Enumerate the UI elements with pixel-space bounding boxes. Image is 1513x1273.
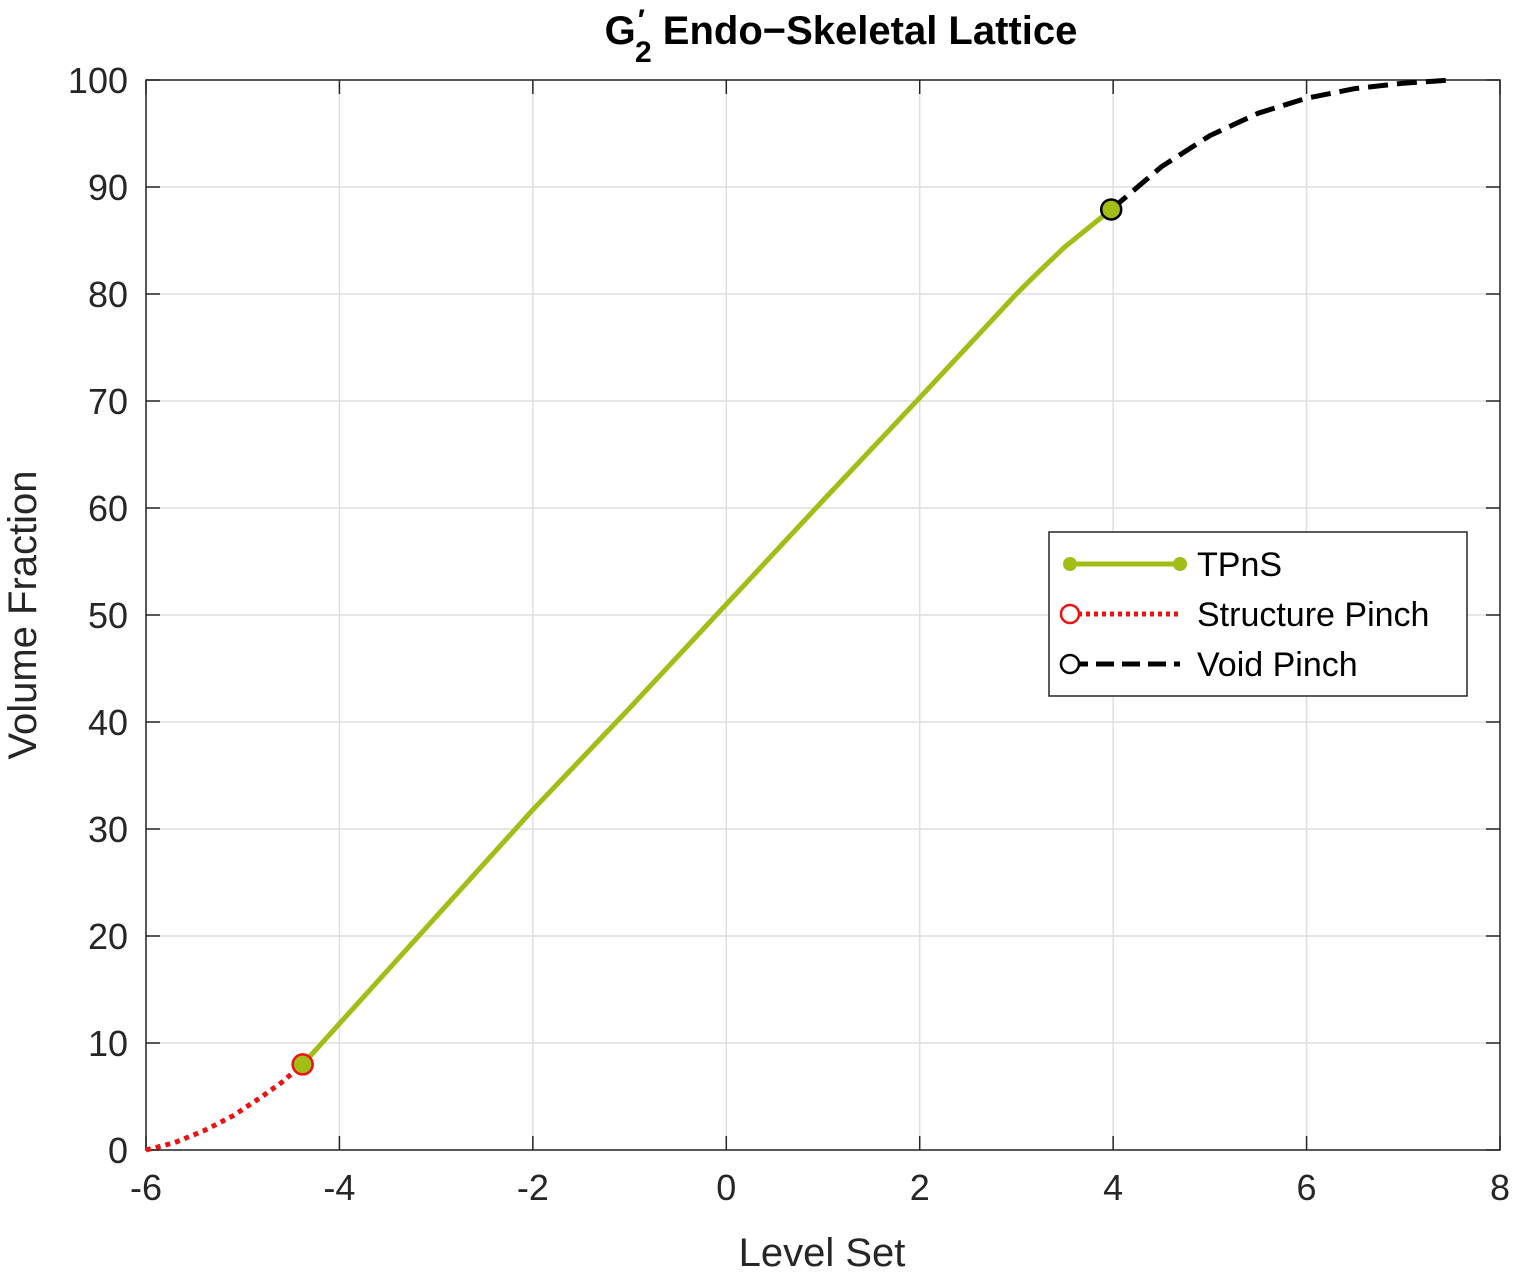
title-subscript: 2 bbox=[635, 36, 652, 69]
y-tick-label: 30 bbox=[88, 809, 128, 850]
legend-marker-structure-pinch bbox=[1059, 603, 1081, 625]
y-tick-label: 80 bbox=[88, 274, 128, 315]
y-tick-labels: 0 10 20 30 40 50 60 70 80 90 100 bbox=[68, 60, 128, 1171]
series-layer bbox=[145, 77, 1452, 1153]
y-tick-label: 70 bbox=[88, 381, 128, 422]
x-tick-label: 2 bbox=[910, 1167, 930, 1208]
legend-label-tpns: TPnS bbox=[1197, 546, 1282, 584]
legend-label-void-pinch: Void Pinch bbox=[1197, 646, 1358, 684]
x-tick-labels: -6 -4 -2 0 2 4 6 8 bbox=[130, 1167, 1510, 1208]
series-line-structure-pinch bbox=[145, 1062, 305, 1153]
y-tick-label: 20 bbox=[88, 916, 128, 957]
y-tick-label: 90 bbox=[88, 167, 128, 208]
legend: TPnS Structure Pinch Void Pinch bbox=[1048, 531, 1468, 697]
y-tick-label: 40 bbox=[88, 702, 128, 743]
x-tick-label: -6 bbox=[130, 1167, 162, 1208]
legend-marker-tpns-right bbox=[1173, 557, 1187, 571]
y-tick-label: 50 bbox=[88, 595, 128, 636]
legend-label-structure-pinch: Structure Pinch bbox=[1197, 596, 1429, 634]
y-tick-label: 60 bbox=[88, 488, 128, 529]
marker-layer bbox=[291, 198, 1123, 1076]
legend-marker-tpns-left bbox=[1063, 557, 1077, 571]
y-tick-label: 0 bbox=[108, 1130, 128, 1171]
x-axis-label: Level Set bbox=[739, 1231, 906, 1273]
x-tick-label: 6 bbox=[1297, 1167, 1317, 1208]
title-prime: ′ bbox=[638, 4, 645, 37]
y-tick-label: 10 bbox=[88, 1023, 128, 1064]
y-axis-label: Volume Fraction bbox=[1, 470, 45, 759]
chart-title: G′ 2 Endo−Skeletal Lattice bbox=[605, 4, 1078, 69]
x-tick-label: 4 bbox=[1103, 1167, 1123, 1208]
y-tick-label: 100 bbox=[68, 60, 128, 101]
series-line-void-pinch bbox=[1109, 77, 1452, 212]
series-line-tpns bbox=[300, 207, 1113, 1067]
legend-marker-void-pinch bbox=[1059, 653, 1081, 675]
title-rest: Endo−Skeletal Lattice bbox=[652, 9, 1078, 53]
legend-entry-void-pinch: Void Pinch bbox=[1059, 646, 1358, 684]
x-tick-label: 0 bbox=[716, 1167, 736, 1208]
data-point-marker bbox=[1099, 198, 1123, 221]
legend-entry-tpns: TPnS bbox=[1063, 546, 1282, 584]
data-point-marker bbox=[291, 1053, 314, 1076]
legend-entry-structure-pinch: Structure Pinch bbox=[1059, 596, 1429, 634]
axis-ticks bbox=[145, 79, 1501, 1151]
x-tick-label: 8 bbox=[1490, 1167, 1510, 1208]
x-tick-label: -2 bbox=[517, 1167, 549, 1208]
x-tick-label: -4 bbox=[323, 1167, 355, 1208]
